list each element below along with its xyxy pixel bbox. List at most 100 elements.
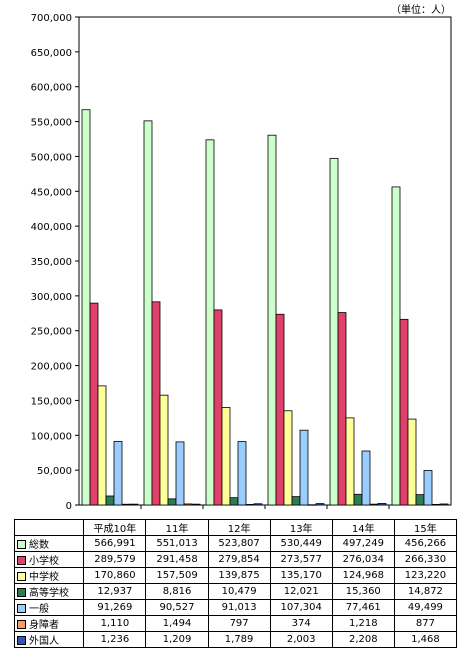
legend-swatch bbox=[17, 588, 26, 597]
data-label: 1,494 bbox=[145, 615, 209, 632]
bar bbox=[159, 394, 169, 506]
bar bbox=[337, 312, 347, 506]
data-label: 291,458 bbox=[145, 551, 209, 568]
x-tick-label: 平成10年 bbox=[83, 519, 147, 536]
bar bbox=[423, 470, 433, 506]
data-label: 497,249 bbox=[331, 535, 395, 552]
table-row: 一般 91,269 90,527 91,013 107,304 77,461 49,499 bbox=[13, 599, 457, 616]
bar bbox=[151, 301, 161, 506]
data-label: 566,991 bbox=[83, 535, 147, 552]
bar bbox=[431, 503, 441, 506]
data-label: 124,968 bbox=[331, 567, 395, 584]
bar bbox=[369, 503, 379, 506]
bar bbox=[361, 450, 371, 506]
bars-layer bbox=[81, 109, 449, 506]
data-label: 135,170 bbox=[269, 567, 333, 584]
table-row: 総数 566,991 551,013 523,807 530,449 497,249 456… bbox=[13, 535, 457, 552]
bar bbox=[183, 503, 193, 506]
data-label: 15,360 bbox=[331, 583, 395, 600]
data-label: 877 bbox=[393, 615, 457, 632]
bar bbox=[113, 440, 123, 506]
data-label: 551,013 bbox=[145, 535, 209, 552]
bar bbox=[283, 410, 293, 506]
x-tick-label: 12年 bbox=[207, 519, 271, 536]
data-label: 14,872 bbox=[393, 583, 457, 600]
legend-entry: 身障者 bbox=[13, 615, 85, 632]
series-name: 外国人 bbox=[29, 636, 59, 647]
bar bbox=[329, 157, 339, 506]
bar bbox=[391, 186, 401, 506]
data-label: 266,330 bbox=[393, 551, 457, 568]
bar bbox=[439, 503, 449, 506]
x-tick-label: 14年 bbox=[331, 519, 395, 536]
data-table: 平成10年 11年 12年 13年 14年 15年 総数 566,991 551,013 523,… bbox=[13, 519, 457, 648]
y-tick-label: 0 bbox=[66, 501, 72, 512]
y-tick-label: 350,000 bbox=[31, 257, 72, 268]
series-name: 高等学校 bbox=[29, 588, 69, 599]
x-tick-label: 13年 bbox=[269, 519, 333, 536]
legend-swatch bbox=[17, 556, 26, 565]
y-tick-label: 50,000 bbox=[37, 466, 72, 477]
bar bbox=[291, 496, 301, 506]
bar bbox=[167, 498, 177, 506]
data-label: 49,499 bbox=[393, 599, 457, 616]
bar bbox=[345, 417, 355, 506]
data-label: 12,021 bbox=[269, 583, 333, 600]
data-label: 107,304 bbox=[269, 599, 333, 616]
bar bbox=[415, 494, 425, 506]
y-tick-label: 700,000 bbox=[31, 13, 72, 24]
bar bbox=[353, 493, 363, 506]
y-tick-label: 450,000 bbox=[31, 187, 72, 198]
data-table-body: 平成10年 11年 12年 13年 14年 15年 総数 566,991 551,013 523,… bbox=[13, 519, 457, 648]
table-row: 高等学校 12,937 8,816 10,479 12,021 15,360 14,872 bbox=[13, 583, 457, 600]
legend-entry: 小学校 bbox=[13, 551, 85, 568]
data-label: 797 bbox=[207, 615, 271, 632]
data-label: 77,461 bbox=[331, 599, 395, 616]
legend-swatch bbox=[17, 620, 26, 629]
data-label: 12,937 bbox=[83, 583, 147, 600]
data-label: 530,449 bbox=[269, 535, 333, 552]
legend-entry: 中学校 bbox=[13, 567, 85, 584]
table-header-row: 平成10年 11年 12年 13年 14年 15年 bbox=[13, 519, 457, 536]
series-name: 中学校 bbox=[29, 572, 59, 583]
data-label: 374 bbox=[269, 615, 333, 632]
bar bbox=[175, 441, 185, 506]
data-label: 276,034 bbox=[331, 551, 395, 568]
data-label: 273,577 bbox=[269, 551, 333, 568]
unit-label: （単位：人） bbox=[391, 5, 451, 16]
bar bbox=[267, 134, 277, 506]
legend-entry: 総数 bbox=[13, 535, 85, 552]
series-name: 総数 bbox=[29, 540, 49, 551]
y-tick-label: 400,000 bbox=[31, 222, 72, 233]
bar bbox=[143, 120, 153, 506]
data-label: 157,509 bbox=[145, 567, 209, 584]
data-label: 1,110 bbox=[83, 615, 147, 632]
table-row: 身障者 1,110 1,494 797 374 1,218 877 bbox=[13, 615, 457, 632]
table-corner bbox=[13, 519, 85, 536]
series-name: 一般 bbox=[29, 604, 49, 615]
data-label: 123,220 bbox=[393, 567, 457, 584]
bar bbox=[253, 503, 263, 506]
y-tick-label: 200,000 bbox=[31, 362, 72, 373]
bar bbox=[407, 418, 417, 506]
bar bbox=[105, 495, 115, 506]
bar bbox=[213, 309, 223, 506]
data-label: 456,266 bbox=[393, 535, 457, 552]
y-tick-label: 600,000 bbox=[31, 83, 72, 94]
data-label: 8,816 bbox=[145, 583, 209, 600]
data-label: 139,875 bbox=[207, 567, 271, 584]
bar bbox=[89, 302, 99, 506]
bar bbox=[229, 497, 239, 506]
bar bbox=[299, 429, 309, 506]
bar bbox=[81, 109, 91, 506]
y-tick-label: 300,000 bbox=[31, 292, 72, 303]
bar bbox=[377, 503, 387, 506]
data-label: 289,579 bbox=[83, 551, 147, 568]
x-tick-label: 11年 bbox=[145, 519, 209, 536]
data-label: 91,269 bbox=[83, 599, 147, 616]
bar bbox=[275, 313, 285, 506]
data-label: 1,218 bbox=[331, 615, 395, 632]
bar bbox=[399, 318, 409, 506]
data-label: 279,854 bbox=[207, 551, 271, 568]
bar bbox=[205, 139, 215, 506]
